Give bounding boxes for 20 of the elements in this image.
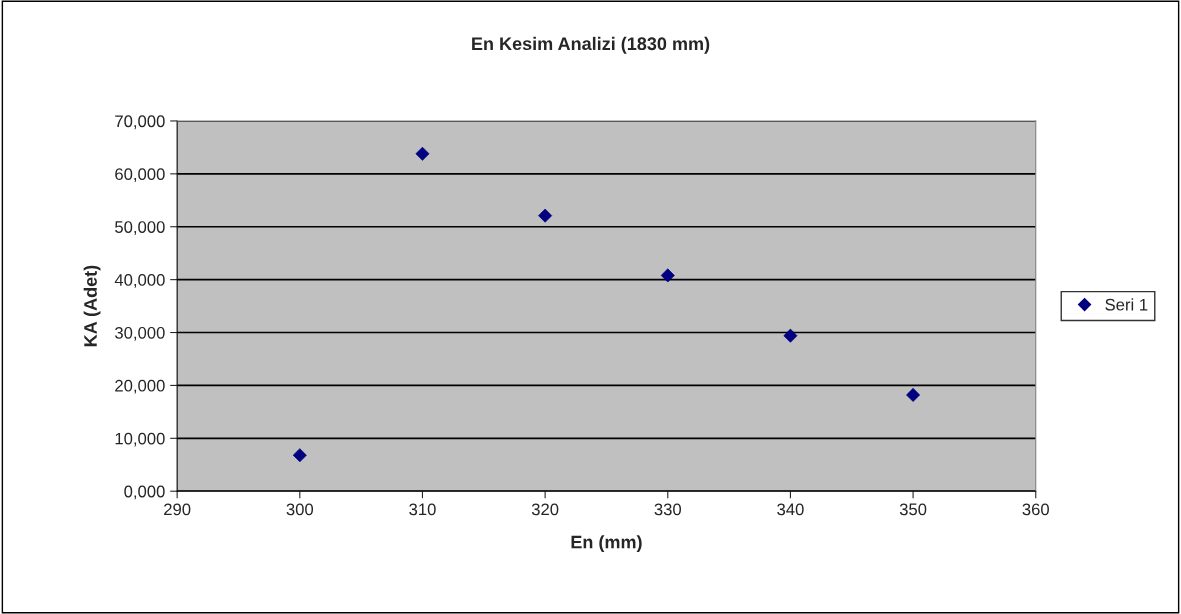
x-tick-label: 360 <box>1022 503 1049 516</box>
legend-label: Seri 1 <box>1105 298 1148 311</box>
y-tick-label: 70,000 <box>115 115 165 130</box>
x-tick-label: 330 <box>654 503 682 516</box>
x-axis-title: En (mm) <box>571 535 642 553</box>
y-tick-label: 60,000 <box>115 168 165 183</box>
x-tick-label: 290 <box>164 503 191 516</box>
x-tick-label: 350 <box>899 503 927 516</box>
y-tick-label: 40,000 <box>114 274 165 288</box>
y-tick-label: 20,000 <box>115 379 165 394</box>
x-tick-label: 310 <box>409 503 436 516</box>
y-tick-label: 10,000 <box>115 432 165 447</box>
x-tick-label: 300 <box>286 503 314 516</box>
y-tick-label: 0,000 <box>124 485 165 500</box>
y-axis-title: KA (Adet) <box>83 265 101 347</box>
x-tick-label: 340 <box>777 503 804 516</box>
y-tick-label: 30,000 <box>115 326 165 341</box>
x-tick-label: 320 <box>531 503 559 516</box>
chart-title: En Kesim Analizi (1830 mm) <box>472 36 710 54</box>
y-tick-label: 50,000 <box>115 221 165 235</box>
